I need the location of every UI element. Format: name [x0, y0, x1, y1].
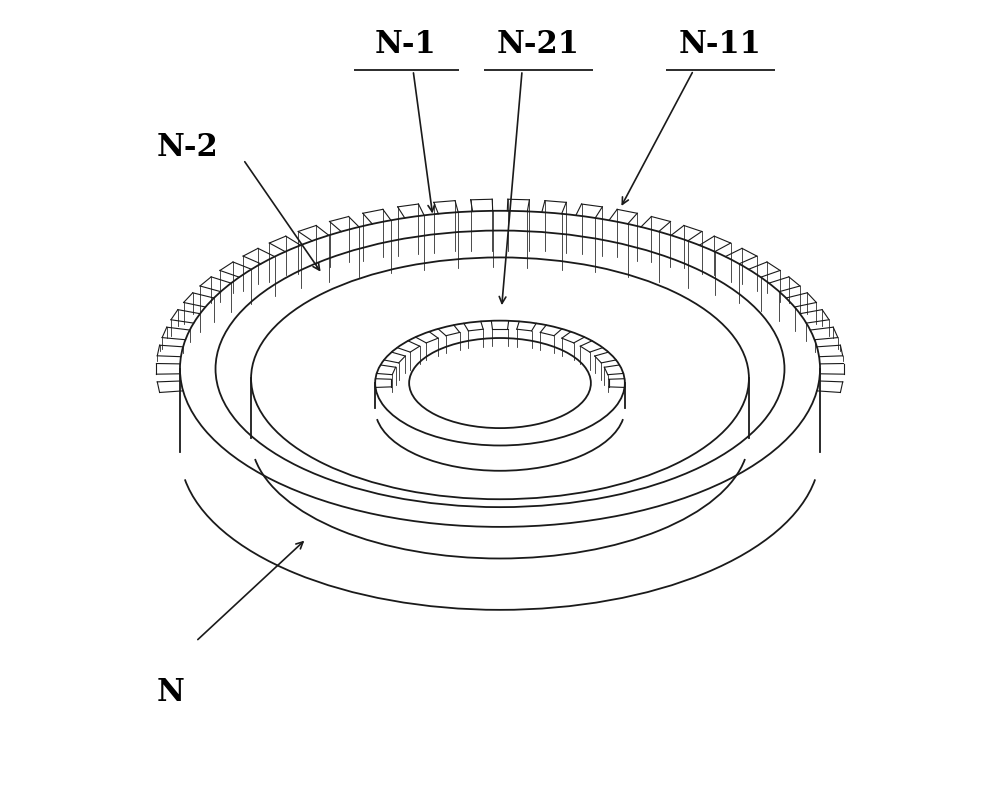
Text: N-11: N-11: [678, 29, 761, 60]
Text: N: N: [156, 677, 184, 708]
Text: N-21: N-21: [496, 29, 579, 60]
Text: N-2: N-2: [156, 132, 218, 163]
Text: N-1: N-1: [374, 29, 436, 60]
